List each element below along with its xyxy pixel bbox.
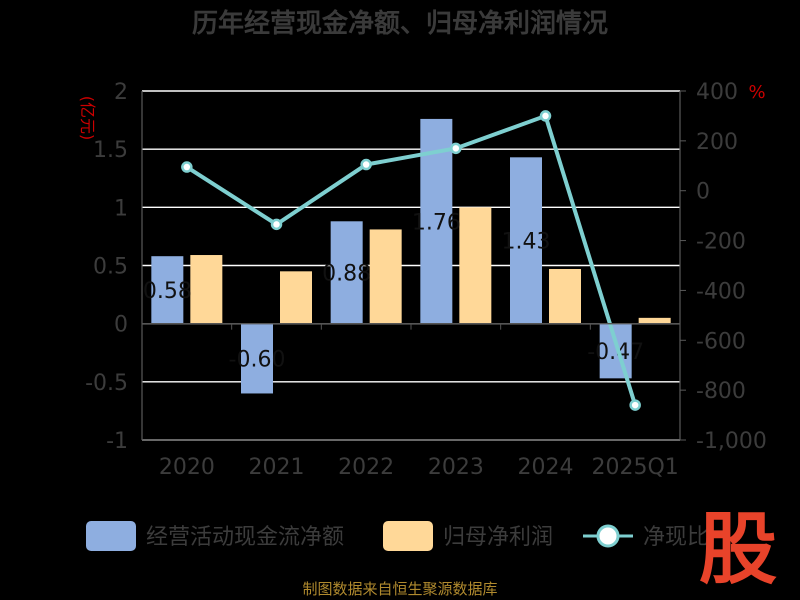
legend-label-ratio: 净现比 bbox=[643, 525, 709, 550]
profit-bar bbox=[638, 317, 671, 324]
ratio-point bbox=[629, 399, 641, 411]
ratio-point bbox=[360, 158, 372, 171]
left-tick-label: 0 bbox=[114, 313, 128, 338]
ratio-point bbox=[270, 218, 283, 231]
cashflow-data-label: 0.88 bbox=[322, 261, 371, 286]
category-label: 2025Q1 bbox=[592, 455, 679, 480]
cashflow-bar bbox=[151, 256, 184, 324]
right-tick-label: -400 bbox=[696, 279, 746, 304]
profit-bar bbox=[280, 271, 312, 324]
right-tick-label: -1,000 bbox=[696, 429, 767, 454]
left-tick-label: 1 bbox=[114, 196, 128, 221]
left-tick-label: -1 bbox=[106, 429, 128, 454]
cashflow-data-label: -0.60 bbox=[229, 348, 286, 373]
right-tick-label: 200 bbox=[696, 130, 738, 155]
legend-marker-ratio bbox=[596, 524, 620, 548]
cashflow-data-label: 1.76 bbox=[412, 210, 461, 235]
chart-title: 历年经营现金净额、归母净利润情况 bbox=[192, 8, 608, 39]
left-tick-label: -0.5 bbox=[85, 371, 128, 396]
cashflow-bar bbox=[599, 323, 632, 379]
left-axis-unit: (亿元) bbox=[78, 96, 97, 141]
cashflow-data-label: 0.58 bbox=[143, 279, 192, 304]
ratio-line bbox=[185, 113, 638, 406]
right-tick-label: -800 bbox=[696, 379, 746, 404]
category-label: 2024 bbox=[518, 455, 574, 480]
left-tick-label: 1.5 bbox=[93, 138, 128, 163]
cashflow-data-label: 1.43 bbox=[502, 229, 551, 254]
legend-swatch-profit bbox=[383, 521, 433, 551]
right-tick-label: -200 bbox=[696, 230, 746, 255]
ratio-point bbox=[450, 142, 462, 155]
left-tick-label: 0.5 bbox=[93, 255, 128, 280]
profit-bar bbox=[369, 229, 402, 324]
right-tick-label: -600 bbox=[696, 329, 746, 354]
category-label: 2022 bbox=[338, 455, 394, 480]
right-tick-label: 400 bbox=[696, 80, 738, 105]
ratio-point bbox=[181, 161, 193, 173]
brand-logo: 股 bbox=[699, 505, 777, 595]
data-label-layer: 0.58-0.600.881.761.43-0.47 bbox=[143, 210, 644, 372]
category-label: 2020 bbox=[159, 455, 215, 480]
profit-bar bbox=[549, 268, 581, 324]
right-axis-unit: % bbox=[748, 82, 765, 103]
profit-bar bbox=[459, 207, 492, 324]
line-layer bbox=[181, 110, 641, 411]
legend-label-profit: 归母净利润 bbox=[443, 525, 553, 550]
left-tick-label: 2 bbox=[114, 80, 128, 105]
profit-bar bbox=[190, 255, 223, 324]
source-note: 制图数据来自恒生聚源数据库 bbox=[302, 580, 497, 598]
category-label: 2023 bbox=[428, 455, 484, 480]
legend: 经营活动现金流净额 归母净利润 净现比 bbox=[86, 521, 709, 551]
cashflow-bar bbox=[330, 221, 363, 324]
axis-layer: 2 1.5 1 0.5 0 -0.5 -1 400 200 0 -200 -400 -600 -800 -1… bbox=[85, 80, 767, 480]
legend-swatch-cashflow bbox=[86, 521, 136, 551]
grid-layer bbox=[142, 90, 680, 441]
right-tick-label: 0 bbox=[696, 180, 710, 205]
ratio-point bbox=[539, 110, 552, 122]
cashflow-bar bbox=[510, 157, 542, 324]
cashflow-bar bbox=[241, 323, 273, 394]
category-label: 2021 bbox=[249, 455, 305, 480]
legend-label-cashflow: 经营活动现金流净额 bbox=[146, 525, 344, 550]
